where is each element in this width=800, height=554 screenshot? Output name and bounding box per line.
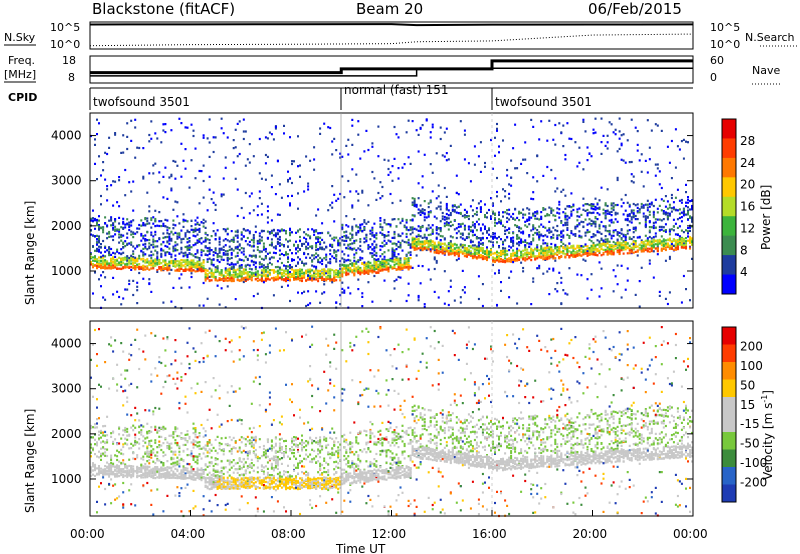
velocity-frame	[89, 320, 694, 517]
colorbar-swatch	[722, 397, 736, 415]
colorbar-tick-label: -200	[740, 476, 767, 490]
colorbar-swatch	[722, 379, 736, 398]
colorbar-swatch	[722, 138, 736, 159]
colorbar-swatch	[722, 274, 736, 295]
colorbar-swatch	[722, 467, 736, 485]
power-heatmap	[90, 117, 694, 310]
colorbar-tick-label: 12	[740, 221, 755, 235]
nave-series	[90, 59, 693, 75]
colorbar-swatch	[722, 432, 736, 450]
colorbar-swatch	[722, 157, 736, 178]
colorbar-swatch	[722, 449, 736, 468]
colorbar-swatch	[722, 196, 736, 217]
y-tick-label: 1000	[51, 264, 82, 278]
cpid-panel: CPID twofsound 3501 normal (fast) 151 tw…	[8, 83, 693, 110]
velocity-panel: 1000 2000 3000 4000 Slant Range [km] 200 100…	[23, 320, 775, 554]
x-tick-label: 08:00	[271, 527, 306, 541]
colorbar-swatch	[722, 177, 736, 198]
cpid-segment-1: twofsound 3501	[93, 95, 190, 109]
time-x-ticks: 00:00 04:00 08:00 12:00 16:00 20:00 00:00	[70, 510, 708, 541]
colorbar-tick-label: 24	[740, 156, 755, 170]
nsky-panel: N.Sky 10^5 10^0 10^5 10^0 N.Search	[4, 21, 798, 51]
colorbar-tick-label: -15	[740, 417, 760, 431]
colorbar-tick-label: -50	[740, 437, 760, 451]
y-tick-label: 3000	[51, 382, 82, 396]
x-tick-label: 16:00	[472, 527, 507, 541]
freq-tick-bottom: 8	[68, 71, 75, 84]
cpid-label: CPID	[8, 91, 37, 104]
nsky-label: N.Sky	[4, 31, 36, 44]
velocity-y-ticks: 1000 2000 3000 4000	[51, 337, 693, 486]
power-colorbar: 28 24 20 16 12 8 4	[721, 118, 755, 295]
colorbar-swatch	[722, 414, 736, 433]
colorbar-swatch	[722, 235, 736, 256]
nsearch-tick-bottom: 10^0	[710, 38, 740, 51]
power-colorbar-label: Power [dB]	[759, 185, 773, 250]
nave-tick-bottom: 0	[710, 71, 717, 84]
colorbar-swatch	[722, 344, 736, 363]
nsky-tick-bottom: 10^0	[50, 38, 80, 51]
colorbar-swatch	[722, 327, 736, 345]
cpid-segment-3: twofsound 3501	[495, 95, 592, 109]
colorbar-tick-label: 100	[740, 359, 763, 373]
velocity-colorbar: 200 100 50 15 -15 -50 -100 -200	[721, 326, 767, 503]
power-panel: 1000 2000 3000 4000 Slant Range [km] 28 24 20…	[23, 112, 773, 310]
nsearch-tick-top: 10^5	[710, 21, 740, 34]
beam-label: Beam 20	[356, 0, 423, 18]
freq-series	[90, 67, 693, 77]
x-tick-label: 00:00	[70, 527, 105, 541]
power-ylabel: Slant Range [km]	[23, 201, 37, 305]
freq-panel: Freq. [MHz] 18 8 60 0 Nave	[4, 54, 780, 85]
x-tick-label: 12:00	[372, 527, 407, 541]
colorbar-tick-label: 4	[740, 265, 748, 279]
y-tick-label: 3000	[51, 174, 82, 188]
cpid-segment-2: normal (fast) 151	[344, 83, 448, 97]
nave-label: Nave	[752, 64, 780, 77]
freq-tick-top: 18	[62, 54, 76, 67]
colorbar-swatch	[722, 484, 736, 503]
colorbar-tick-label: 28	[740, 134, 755, 148]
colorbar-tick-label: 200	[740, 339, 763, 353]
colorbar-tick-label: 50	[740, 378, 755, 392]
colorbar-swatch	[722, 119, 736, 139]
y-tick-label: 2000	[51, 427, 82, 441]
freq-frame	[89, 55, 694, 84]
y-tick-label: 1000	[51, 472, 82, 486]
x-axis-label: Time UT	[335, 542, 386, 554]
nsky-frame	[89, 21, 694, 50]
x-tick-label: 00:00	[673, 527, 708, 541]
power-y-ticks: 1000 2000 3000 4000	[51, 129, 693, 278]
nsky-tick-top: 10^5	[50, 21, 80, 34]
freq-label: Freq.	[8, 54, 35, 67]
y-tick-label: 4000	[51, 129, 82, 143]
date-label: 06/Feb/2015	[588, 0, 682, 18]
power-frame	[89, 112, 694, 309]
x-tick-label: 04:00	[171, 527, 206, 541]
nave-tick-top: 60	[710, 54, 724, 67]
velocity-ylabel: Slant Range [km]	[23, 409, 37, 513]
colorbar-tick-label: -100	[740, 456, 767, 470]
velocity-colorbar-label: Velocity [m s-1]	[760, 390, 775, 480]
figure-title: Blackstone (fitACF)	[92, 0, 235, 18]
nsearch-series	[89, 33, 694, 47]
freq-unit-label: [MHz]	[4, 68, 36, 81]
y-tick-label: 2000	[51, 219, 82, 233]
colorbar-tick-label: 8	[740, 243, 748, 257]
colorbar-swatch	[722, 362, 736, 380]
y-tick-label: 4000	[51, 337, 82, 351]
colorbar-swatch	[722, 255, 736, 276]
velocity-heatmap	[90, 325, 694, 518]
x-tick-label: 20:00	[573, 527, 608, 541]
colorbar-tick-label: 20	[740, 178, 755, 192]
colorbar-swatch	[722, 216, 736, 237]
nsky-series	[89, 23, 694, 27]
colorbar-tick-label: 16	[740, 200, 755, 214]
colorbar-tick-label: 15	[740, 398, 755, 412]
nsearch-label: N.Search	[745, 31, 795, 44]
